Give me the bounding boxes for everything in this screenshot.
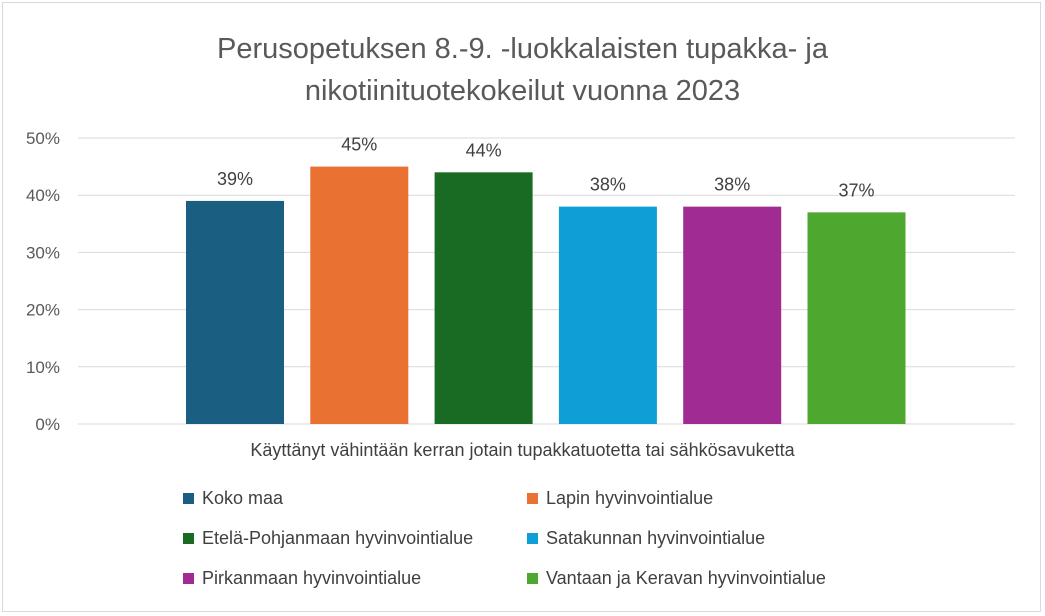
x-category-label: Käyttänyt vähintään kerran jotain tupakk… xyxy=(250,440,795,460)
chart-title: Perusopetuksen 8.-9. -luokkalaisten tupa… xyxy=(0,28,1045,112)
data-label: 37% xyxy=(838,180,874,200)
y-tick-label: 10% xyxy=(26,358,60,377)
bar xyxy=(683,206,782,424)
data-label: 44% xyxy=(466,140,502,160)
bar xyxy=(310,166,409,424)
chart-title-line-2: nikotiinituotekokeilut vuonna 2023 xyxy=(304,75,741,107)
data-label: 38% xyxy=(590,175,626,195)
data-label: 38% xyxy=(714,175,750,195)
y-tick-label: 20% xyxy=(26,301,60,320)
y-tick-label: 50% xyxy=(26,129,60,148)
chart-title-line-1: Perusopetuksen 8.-9. -luokkalaisten tupa… xyxy=(217,33,828,65)
y-tick-label: 40% xyxy=(26,186,60,205)
bar xyxy=(558,206,657,424)
bar xyxy=(434,172,533,424)
data-label: 45% xyxy=(341,135,377,155)
bar xyxy=(807,212,906,424)
data-label: 39% xyxy=(217,169,253,189)
y-tick-label: 30% xyxy=(26,243,60,262)
bar xyxy=(186,200,284,424)
y-tick-label: 0% xyxy=(35,415,60,434)
